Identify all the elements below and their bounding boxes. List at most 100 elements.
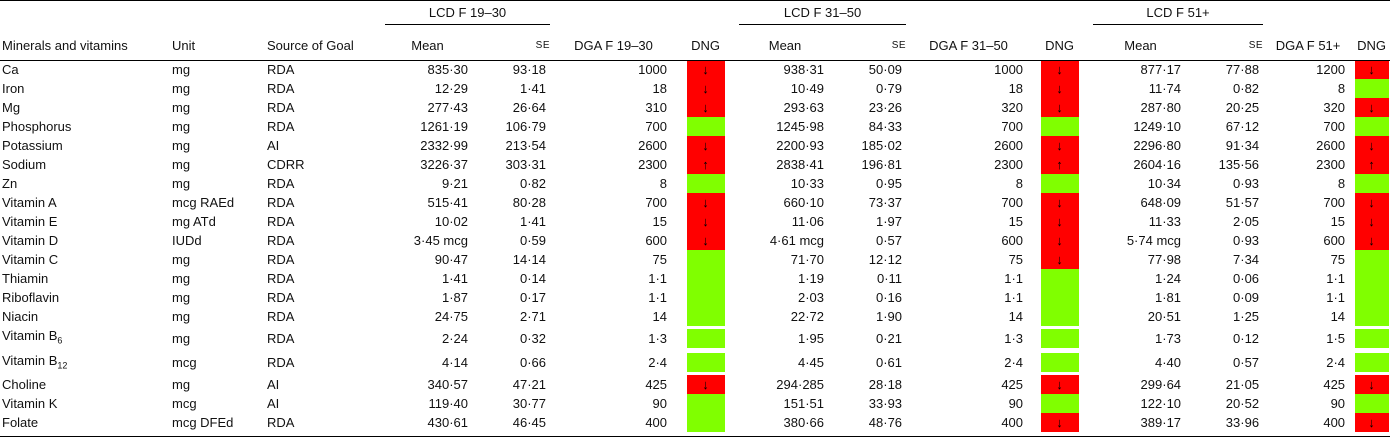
dng-indicator	[1040, 307, 1079, 326]
dng-indicator: ↓	[686, 193, 725, 212]
table-row: Sodium mg CDRR 3226·37 303·31 2300 ↑ 2838·41 196…	[0, 155, 1390, 174]
table-row: Zn mg RDA 9·21 0·82 8 10·33 0·95 8 10·34 0·93 8	[0, 174, 1390, 193]
mean-cell-2: 293·63	[783, 100, 825, 115]
dng-indicator: ↓	[1354, 60, 1389, 79]
se-cell-2: 185·02	[861, 138, 903, 153]
dng-cell-3	[1353, 79, 1390, 98]
se-cell-1: 303·31	[505, 157, 547, 172]
se-cell-2: 0·95	[876, 176, 903, 191]
dng-indicator: ↓	[686, 375, 725, 395]
mean-cell-2: 660·10	[783, 195, 825, 210]
se-cell-1: 47·21	[512, 377, 547, 393]
mean-cell-3: 4·40	[1155, 355, 1182, 371]
dng-indicator	[686, 394, 725, 414]
se-cell-3: 91·34	[1225, 138, 1260, 153]
unit-cell: IUDd	[172, 233, 202, 248]
source-cell: AI	[267, 377, 280, 393]
dga-cell-2: 700	[1001, 195, 1024, 210]
nutrient-name: Iron	[0, 79, 170, 98]
dng-cell-3	[1353, 117, 1390, 136]
dga-cell-2: 1000	[994, 62, 1024, 77]
dga-cell-2: 14	[1008, 309, 1024, 324]
dng-indicator: ↑	[1354, 155, 1389, 174]
dng-cell-3	[1353, 307, 1390, 326]
nutrient-name-text: Sodium	[2, 157, 47, 172]
dga-cell-1: 1000	[638, 62, 668, 77]
mean-cell-1: 1261·19	[420, 119, 468, 134]
dga-cell-1: 400	[645, 415, 668, 431]
dng-cell-1: ↓	[677, 375, 734, 395]
mean-cell-1: 9·21	[441, 176, 468, 191]
dng-cell-2	[1031, 288, 1088, 307]
nutrient-name: Choline	[0, 375, 170, 394]
dng-indicator	[1354, 269, 1389, 288]
dng-cell-2	[1031, 394, 1088, 414]
se-cell-1: 2·71	[519, 309, 547, 324]
dng-cell-2: ↓	[1031, 413, 1088, 433]
mean-cell-1: 4·14	[441, 355, 468, 371]
dng-cell-3	[1353, 394, 1390, 414]
se-cell-2: 12·12	[868, 252, 903, 267]
dga-cell-3: 14	[1330, 309, 1346, 324]
dng-cell-3: ↓	[1353, 98, 1390, 117]
nutrient-name-text: Choline	[2, 377, 47, 393]
se-cell-3: 2·05	[1233, 214, 1260, 229]
dng-indicator: ↓	[1040, 413, 1079, 433]
table-row: Vitamin A mcg RAEd RDA 515·41 80·28 700 ↓ 660·1…	[0, 193, 1390, 212]
table-row: Ca mg RDA 835·30 93·18 1000 ↓ 938·31 50·09 1000 ↓ 8…	[0, 60, 1390, 79]
dng-cell-2	[1031, 269, 1088, 288]
table-row: Choline mg AI 340·57 47·21 425 ↓ 294·285 28·18 42…	[0, 375, 1390, 395]
se-cell-1: 213·54	[505, 138, 547, 153]
dng-cell-1	[677, 326, 734, 351]
dng-indicator	[1354, 288, 1389, 307]
dng-cell-1: ↓	[677, 136, 734, 155]
table-row: Riboflavin mg RDA 1·87 0·17 1·1 2·03 0·16 1·1 1·8…	[0, 288, 1390, 307]
dga-cell-2: 600	[1001, 233, 1024, 248]
dng-cell-2	[1031, 174, 1088, 193]
dga-cell-1: 1·1	[648, 290, 668, 305]
mean-cell-3: 2604·16	[1133, 157, 1182, 172]
dga-cell-2: 1·1	[1004, 290, 1024, 305]
table-row: Phosphorus mg RDA 1261·19 106·79 700 1245·98 84…	[0, 117, 1390, 136]
dng-indicator: ↓	[1040, 193, 1079, 212]
dga-cell-3: 8	[1337, 176, 1346, 191]
dng-cell-3	[1353, 250, 1390, 269]
dng-cell-3: ↓	[1353, 231, 1390, 250]
se-cell-2: 50·09	[868, 62, 903, 77]
dga-cell-1: 700	[645, 119, 668, 134]
mean-cell-3: 20·51	[1147, 309, 1182, 324]
dng-cell-2: ↓	[1031, 231, 1088, 250]
dga-cell-3: 2·4	[1326, 355, 1346, 371]
bottom-rule	[0, 436, 1390, 437]
se-cell-3: 77·88	[1225, 62, 1260, 77]
mean-cell-1: 3226·37	[420, 157, 468, 172]
dng-cell-1	[677, 269, 734, 288]
table-row: Iron mg RDA 12·29 1·41 18 ↓ 10·49 0·79 18 ↓ 11·74 0·…	[0, 79, 1390, 98]
nutrient-name-text: Vitamin C	[2, 252, 59, 267]
dng-indicator	[1040, 269, 1079, 288]
dga-cell-1: 2·4	[648, 355, 668, 371]
se-cell-3: 20·25	[1225, 100, 1260, 115]
se-cell-2: 0·61	[876, 355, 903, 371]
nutrient-name-text: Iron	[2, 81, 25, 96]
mean-cell-3: 5·74 mcg	[1126, 233, 1182, 248]
dng-indicator: ↑	[686, 155, 725, 174]
se-cell-2: 0·21	[876, 330, 903, 346]
dng-indicator: ↓	[686, 79, 725, 98]
nutrient-name-text: Thiamin	[2, 271, 49, 286]
dng-indicator: ↓	[1040, 79, 1079, 98]
dga-cell-1: 90	[652, 396, 668, 412]
dga-cell-3: 2600	[1316, 138, 1346, 153]
dga-cell-2: 400	[1001, 415, 1024, 431]
dng-cell-2	[1031, 326, 1088, 351]
group-header-51-plus: LCD F 51+	[1093, 5, 1264, 25]
dng-indicator	[1354, 250, 1389, 269]
col-header-se-1: SE	[535, 39, 551, 51]
dng-cell-3: ↓	[1353, 136, 1390, 155]
nutrient-name: Sodium	[0, 155, 170, 174]
dng-cell-2: ↓	[1031, 98, 1088, 117]
dga-cell-3: 700	[1323, 195, 1346, 210]
dng-indicator: ↓	[1354, 136, 1389, 155]
mean-cell-2: 2·03	[797, 290, 825, 305]
